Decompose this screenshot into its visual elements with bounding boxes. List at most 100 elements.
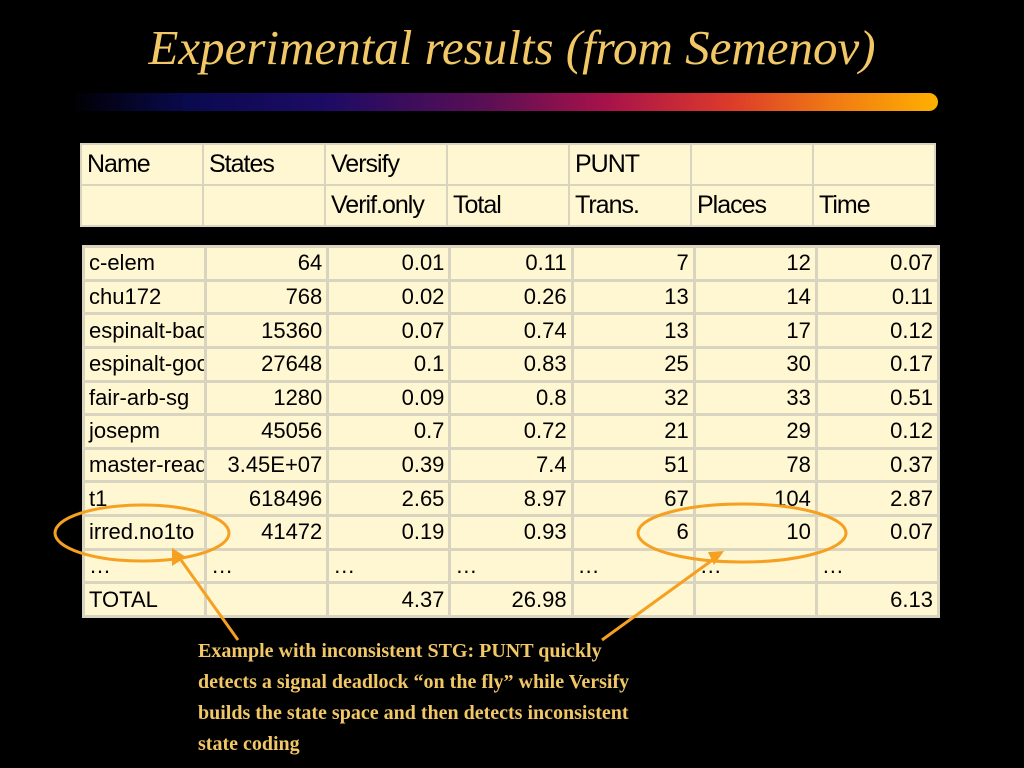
table-cell: 15360 <box>207 315 327 346</box>
header-table: Name States Versify PUNT Verif.only Tota… <box>80 143 936 227</box>
row-name-cell: espinalt-bad <box>85 315 205 346</box>
table-cell <box>695 584 815 615</box>
header-cell: Time <box>814 186 934 225</box>
row-name-cell: chu172 <box>85 281 205 313</box>
table-row: ………………… <box>85 550 937 582</box>
table-cell: … <box>817 550 937 582</box>
table-cell: 8.97 <box>451 483 571 514</box>
header-cell: Versify <box>326 145 446 184</box>
table-cell: 0.17 <box>817 348 937 380</box>
table-cell: 6.13 <box>817 584 937 615</box>
row-name-cell: josepm <box>85 416 205 447</box>
table-cell: 2.65 <box>329 483 449 514</box>
header-cell: PUNT <box>570 145 690 184</box>
table-cell: 0.09 <box>329 382 449 414</box>
header-cell <box>448 145 568 184</box>
table-row: master-read 3.45E+07 0.39 7.4 51 78 0.37 <box>85 449 937 481</box>
table-cell: … <box>329 550 449 582</box>
table-cell: 7 <box>573 248 693 279</box>
table-row: c-elem 64 0.01 0.11 7 12 0.07 <box>85 248 937 279</box>
table-cell: 26.98 <box>451 584 571 615</box>
table-cell: 0.07 <box>817 248 937 279</box>
table-cell: 30 <box>695 348 815 380</box>
table-cell: 0.02 <box>329 281 449 313</box>
table-cell: 32 <box>573 382 693 414</box>
table-cell: 0.39 <box>329 449 449 481</box>
table-cell: 768 <box>207 281 327 313</box>
table-cell: 0.07 <box>329 315 449 346</box>
title-gradient-bar <box>68 93 938 111</box>
table-cell: 0.11 <box>817 281 937 313</box>
table-cell: 14 <box>695 281 815 313</box>
table-cell <box>207 584 327 615</box>
table-cell: 0.01 <box>329 248 449 279</box>
table-cell: … <box>451 550 571 582</box>
arrow-to-punt <box>601 554 719 642</box>
table-cell: 45056 <box>207 416 327 447</box>
table-cell: 33 <box>695 382 815 414</box>
row-name-cell: TOTAL <box>85 584 205 615</box>
table-cell: 0.8 <box>451 382 571 414</box>
table-cell: 0.37 <box>817 449 937 481</box>
table-cell: 41472 <box>207 517 327 548</box>
header-cell: Verif.only <box>326 186 446 225</box>
arrow-to-name <box>174 552 240 641</box>
row-name-cell: espinalt-good <box>85 348 205 380</box>
table-cell: 0.7 <box>329 416 449 447</box>
header-cell: States <box>204 145 324 184</box>
annotation-line: state coding <box>198 733 300 755</box>
header-cell <box>204 186 324 225</box>
header-cell <box>82 186 202 225</box>
table-cell: 13 <box>573 281 693 313</box>
table-cell: 13 <box>573 315 693 346</box>
table-cell: 0.74 <box>451 315 571 346</box>
table-cell: … <box>207 550 327 582</box>
header-row-1: Name States Versify PUNT <box>82 145 934 184</box>
table-cell: 0.11 <box>451 248 571 279</box>
header-cell <box>692 145 812 184</box>
table-cell: 21 <box>573 416 693 447</box>
table-cell: 64 <box>207 248 327 279</box>
table-cell: 51 <box>573 449 693 481</box>
row-name-cell: c-elem <box>85 248 205 279</box>
table-cell: 3.45E+07 <box>207 449 327 481</box>
table-row: chu172 768 0.02 0.26 13 14 0.11 <box>85 281 937 313</box>
table-cell: 618496 <box>207 483 327 514</box>
table-row: TOTAL 4.37 26.98 6.13 <box>85 584 937 615</box>
table-cell: 12 <box>695 248 815 279</box>
annotation-line: builds the state space and then detects … <box>198 702 629 724</box>
table-cell: 25 <box>573 348 693 380</box>
table-row: espinalt-bad 15360 0.07 0.74 13 17 0.12 <box>85 315 937 346</box>
table-cell: 2.87 <box>817 483 937 514</box>
annotation-text: Example with inconsistent STG: PUNT quic… <box>198 636 768 760</box>
table-row: irred.no1to 41472 0.19 0.93 6 10 0.07 <box>85 517 937 548</box>
header-cell: Places <box>692 186 812 225</box>
highlight-ellipse-name <box>53 503 231 563</box>
table-cell: 0.12 <box>817 416 937 447</box>
row-name-cell: fair-arb-sg <box>85 382 205 414</box>
table-cell: 0.83 <box>451 348 571 380</box>
arrow-head-name <box>172 548 186 566</box>
header-cell: Name <box>82 145 202 184</box>
annotation-line: Example with inconsistent STG: PUNT quic… <box>198 640 602 662</box>
table-cell: 0.72 <box>451 416 571 447</box>
header-cell: Total <box>448 186 568 225</box>
table-cell: 4.37 <box>329 584 449 615</box>
table-cell: 27648 <box>207 348 327 380</box>
results-table: c-elem 64 0.01 0.11 7 12 0.07 chu172 768 0.02 0.26… <box>82 245 940 618</box>
row-name-cell: irred.no1to <box>85 517 205 548</box>
annotation-line: detects a signal deadlock “on the fly” w… <box>198 671 630 693</box>
header-row-2: Verif.only Total Trans. Places Time <box>82 186 934 225</box>
table-cell: 67 <box>573 483 693 514</box>
table-cell: 0.93 <box>451 517 571 548</box>
table-cell: 6 <box>573 517 693 548</box>
table-cell: 17 <box>695 315 815 346</box>
highlight-ellipse-punt <box>636 502 848 564</box>
table-cell: 0.51 <box>817 382 937 414</box>
table-cell: 7.4 <box>451 449 571 481</box>
table-row: fair-arb-sg 1280 0.09 0.8 32 33 0.51 <box>85 382 937 414</box>
table-cell: 0.26 <box>451 281 571 313</box>
table-cell: 29 <box>695 416 815 447</box>
slide-title: Experimental results (from Semenov) <box>148 20 876 75</box>
